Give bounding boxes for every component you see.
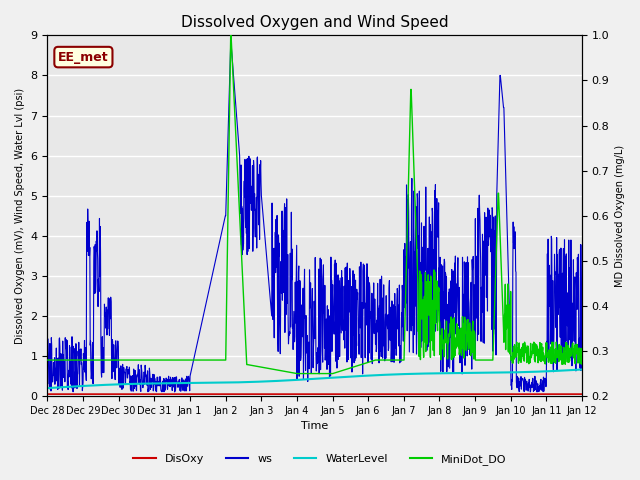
X-axis label: Time: Time — [301, 421, 328, 432]
Text: EE_met: EE_met — [58, 50, 109, 63]
Y-axis label: MD Dissolved Oxygen (mg/L): MD Dissolved Oxygen (mg/L) — [615, 144, 625, 287]
Title: Dissolved Oxygen and Wind Speed: Dissolved Oxygen and Wind Speed — [181, 15, 449, 30]
Legend: DisOxy, ws, WaterLevel, MiniDot_DO: DisOxy, ws, WaterLevel, MiniDot_DO — [129, 450, 511, 469]
Y-axis label: Dissolved Oxygen (mV), Wind Speed, Water Lvl (psi): Dissolved Oxygen (mV), Wind Speed, Water… — [15, 88, 25, 344]
